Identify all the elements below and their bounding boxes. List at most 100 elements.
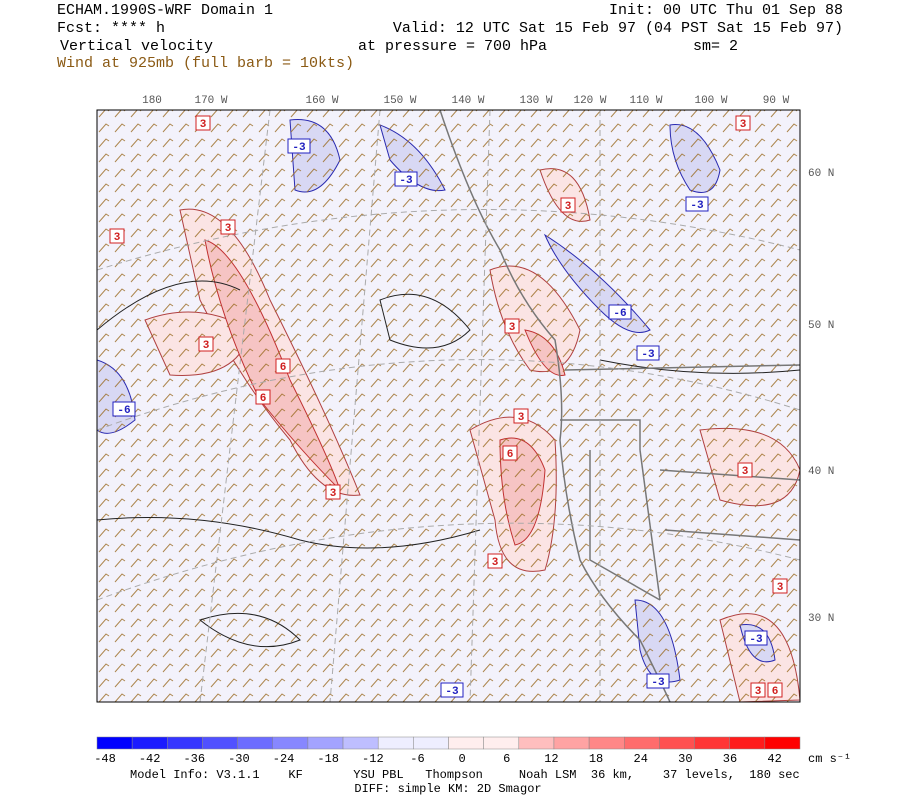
contour-label-box <box>109 228 125 244</box>
contour-label: -3 <box>641 349 655 361</box>
colorbar-swatch <box>413 736 449 750</box>
diff-info: DIFF: simple KM: 2D Smagor <box>354 782 541 796</box>
contour-label-box <box>560 197 576 213</box>
contour-label: 3 <box>755 686 762 698</box>
coastline-borders <box>439 110 800 702</box>
colorbar-swatch <box>518 736 555 750</box>
init-time: Init: 00 UTC Thu 01 Sep 88 <box>609 2 843 19</box>
colorbar-tick-label: 42 <box>767 752 781 766</box>
contour-label: -3 <box>292 142 306 154</box>
colorbar-tick-label: 6 <box>503 752 510 766</box>
colorbar-swatch <box>272 736 309 750</box>
contour-label-box <box>198 336 214 352</box>
pressure: at pressure = 700 hPa <box>358 38 547 55</box>
colorbar-swatch <box>237 736 274 750</box>
contour-label: 3 <box>777 582 784 594</box>
field: Vertical velocity <box>60 38 213 55</box>
contour-label-box <box>767 682 783 698</box>
colorbar-tick-label: 36 <box>723 752 737 766</box>
colorbar-swatch <box>377 736 414 750</box>
zero-contours <box>97 280 800 648</box>
contour-label: 3 <box>200 119 207 131</box>
contour-label: 6 <box>772 686 779 698</box>
contour-label: 3 <box>225 223 232 235</box>
contour-label: -3 <box>399 175 413 187</box>
title: ECHAM.1990S-WRF Domain 1 <box>57 2 273 19</box>
colorbar-tick-label: -36 <box>183 752 205 766</box>
contour-label-box <box>112 401 136 417</box>
colorbar-swatch <box>729 736 766 750</box>
latitude-label: 30 N <box>808 613 834 625</box>
contour-label-box <box>646 673 670 689</box>
colorbar-swatch <box>764 736 801 750</box>
longitude-label: 150 W <box>383 95 416 107</box>
colorbar-tick-label: -24 <box>273 752 295 766</box>
contour-label-box <box>220 219 236 235</box>
colorbar-swatch <box>624 736 660 750</box>
colorbar-tick-label: -30 <box>228 752 250 766</box>
colorbar-swatch <box>588 736 625 750</box>
colorbar-swatch <box>202 736 238 750</box>
forecast: Fcst: **** h <box>57 20 165 37</box>
colorbar-tick-label: -48 <box>94 752 116 766</box>
contour-label-box <box>737 462 753 478</box>
graticule <box>97 110 800 702</box>
contour-label-box <box>287 138 311 154</box>
contour-label: 3 <box>492 557 499 569</box>
longitude-label: 130 W <box>519 95 552 107</box>
contour-label: 3 <box>518 412 525 424</box>
longitude-label: 100 W <box>694 95 727 107</box>
longitude-labels: 180 170 W 160 W 150 W 140 W 130 W 120 W 110 W 10… <box>142 95 790 107</box>
longitude-label: 180 <box>142 95 162 107</box>
longitude-label: 110 W <box>629 95 662 107</box>
colorbar-swatch <box>96 736 133 750</box>
contour-label: 3 <box>509 322 516 334</box>
colorbar-swatch <box>483 736 520 750</box>
contour-label-box <box>195 115 211 131</box>
longitude-label: 120 W <box>573 95 606 107</box>
contour-label-box <box>744 630 768 646</box>
colorbar-tick-label: 30 <box>678 752 692 766</box>
contour-label: -3 <box>749 634 763 646</box>
colorbar: -48 -42 -36 -30 -24 -18 -12 -6 0 6 12 18 24 30 36 42 <box>94 736 801 766</box>
colorbar-swatch <box>448 736 484 750</box>
contour-label: 3 <box>330 488 337 500</box>
longitude-label: 140 W <box>451 95 484 107</box>
contour-label-box <box>735 115 751 131</box>
contour-label: 6 <box>280 362 287 374</box>
contour-label: 6 <box>507 449 514 461</box>
contour-label-box <box>325 484 341 500</box>
latitude-labels: 60 N 50 N 40 N 30 N <box>808 168 834 625</box>
contour-label-box <box>750 682 766 698</box>
valid-time: Valid: 12 UTC Sat 15 Feb 97 (04 PST Sat … <box>393 20 843 37</box>
contour-label: 3 <box>565 201 572 213</box>
contour-label: -6 <box>117 405 130 417</box>
colorbar-tick-label: -42 <box>139 752 161 766</box>
contour-label-box <box>685 196 709 212</box>
colorbar-tick-label: 18 <box>589 752 603 766</box>
contour-label-box <box>255 389 271 405</box>
contour-label: 6 <box>260 393 267 405</box>
colorbar-tick-label: -18 <box>317 752 339 766</box>
contour-label-box <box>394 171 418 187</box>
colorbar-tick-label: 0 <box>459 752 466 766</box>
colorbar-swatch <box>307 736 344 750</box>
map-frame <box>96 109 801 703</box>
longitude-label: 160 W <box>305 95 338 107</box>
model-info: Model Info: V3.1.1 KF YSU PBL Thompson N… <box>130 768 800 782</box>
contour-label: -3 <box>690 200 704 212</box>
colorbar-swatch <box>342 736 379 750</box>
smoothing: sm= 2 <box>693 38 738 55</box>
contour-label: 3 <box>203 340 210 352</box>
contour-label: -6 <box>613 308 626 320</box>
colorbar-unit: cm s⁻¹ <box>808 752 851 766</box>
longitude-label: 170 W <box>194 95 227 107</box>
contour-label: 3 <box>740 119 747 131</box>
colorbar-tick-label: -6 <box>410 752 424 766</box>
contour-label: 3 <box>114 232 121 244</box>
contour-label-box <box>772 578 788 594</box>
wind-barbs <box>97 110 800 702</box>
